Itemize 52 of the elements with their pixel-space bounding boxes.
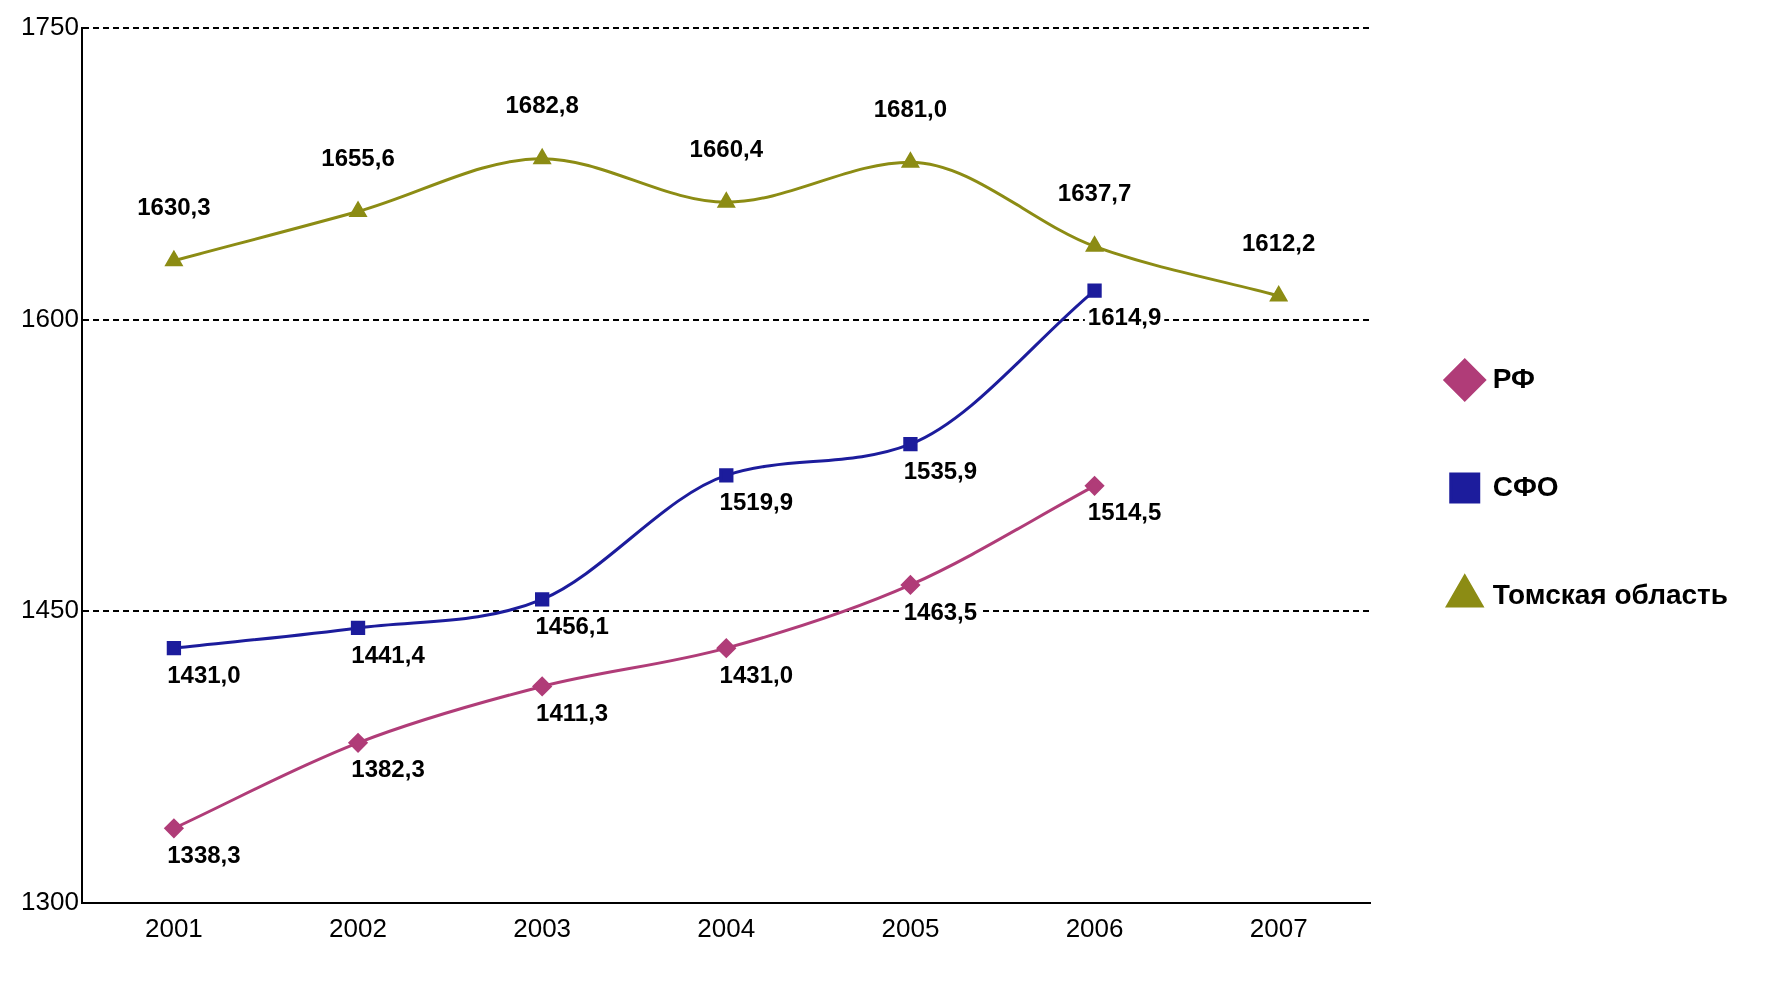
point xyxy=(533,149,551,165)
data-label: 1630,3 xyxy=(137,193,211,221)
data-label: 1655,6 xyxy=(321,144,395,172)
data-label: 1614,9 xyxy=(1087,303,1162,331)
point xyxy=(902,152,919,168)
y-tick-label: 1600 xyxy=(21,302,79,333)
point xyxy=(535,592,550,607)
x-tick-label: 2001 xyxy=(144,912,203,943)
legend-label: РФ xyxy=(1492,362,1535,394)
x-tick-label: 2007 xyxy=(1249,912,1308,943)
y-tick-label: 1750 xyxy=(21,11,79,42)
point xyxy=(719,468,734,483)
point xyxy=(532,676,552,696)
x-tick-label: 2005 xyxy=(881,912,940,943)
data-label: 1682,8 xyxy=(505,91,579,119)
point xyxy=(1270,286,1288,302)
data-label: 1411,3 xyxy=(536,699,609,727)
point xyxy=(1087,283,1102,298)
point xyxy=(348,733,368,753)
point xyxy=(1085,476,1105,496)
data-label: 1681,0 xyxy=(873,94,948,122)
y-tick-label: 1300 xyxy=(21,885,79,916)
y-tick-label: 1450 xyxy=(21,594,79,625)
point xyxy=(164,818,184,838)
data-label: 1637,7 xyxy=(1057,178,1132,206)
data-label: 1431,0 xyxy=(167,660,241,688)
data-label: 1660,4 xyxy=(689,134,764,162)
point xyxy=(166,640,182,656)
point xyxy=(349,202,367,218)
data-label: 1382,3 xyxy=(351,755,425,783)
legend-label: СФО xyxy=(1492,470,1559,502)
data-label: 1535,9 xyxy=(903,456,978,484)
x-tick-label: 2002 xyxy=(329,912,387,943)
point xyxy=(716,638,736,658)
data-label: 1431,0 xyxy=(719,660,793,688)
x-tick-label: 2004 xyxy=(697,912,756,943)
x-tick-label: 2003 xyxy=(513,912,572,943)
point xyxy=(1086,236,1103,252)
x-tick-label: 2006 xyxy=(1065,912,1124,943)
point xyxy=(165,251,183,267)
point xyxy=(900,575,920,595)
data-label: 1514,5 xyxy=(1087,498,1162,526)
data-label: 1612,2 xyxy=(1241,228,1316,256)
data-label: 1338,3 xyxy=(167,840,241,868)
data-label: 1456,1 xyxy=(535,611,609,639)
point xyxy=(350,620,366,636)
point xyxy=(903,437,918,452)
data-label: 1519,9 xyxy=(719,487,793,515)
legend-label: Томская область xyxy=(1492,578,1729,610)
data-label: 1441,4 xyxy=(351,640,426,668)
data-label: 1463,5 xyxy=(903,597,978,625)
point xyxy=(717,192,735,208)
